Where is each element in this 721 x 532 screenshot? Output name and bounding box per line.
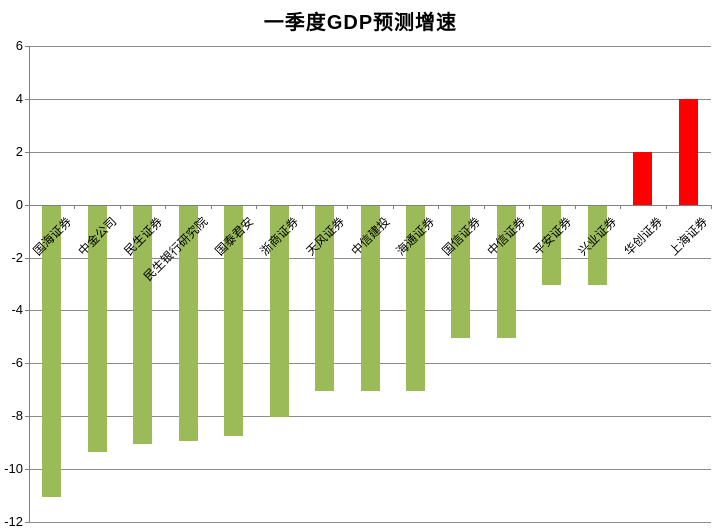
bar (497, 206, 516, 338)
y-axis-tick-label: -10 (4, 461, 23, 476)
bar (224, 206, 243, 436)
y-axis-tick-mark (25, 258, 29, 259)
y-axis-line (29, 46, 30, 522)
x-axis-tick-mark (165, 205, 166, 209)
y-axis-tick-label: -2 (11, 250, 23, 265)
y-axis-tick-mark (25, 205, 29, 206)
y-axis-tick-label: 4 (15, 91, 23, 106)
y-axis-tick-mark (25, 46, 29, 47)
category-label: 上海证券 (666, 214, 711, 259)
y-axis-tick-label: -12 (4, 514, 23, 529)
x-axis-tick-mark (74, 205, 75, 209)
y-axis-tick-mark (25, 522, 29, 523)
x-axis-tick-mark (620, 205, 621, 209)
x-axis-tick-mark (666, 205, 667, 209)
bar (679, 99, 698, 205)
category-label: 华创证券 (621, 214, 666, 259)
plot-area: 6 4 2 0 -2 -4 -6 -8 -10 -12 国海证券 中金公司 民生证券 民生银行研究院 国泰君… (4, 39, 712, 529)
chart-title: 一季度GDP预测增速 (263, 12, 458, 34)
x-axis-tick-mark (347, 205, 348, 209)
gridline (29, 46, 711, 47)
y-axis-tick-label: 2 (15, 144, 23, 159)
y-axis-tick-label: -8 (11, 408, 23, 423)
bar (406, 206, 425, 391)
bar (88, 206, 107, 452)
y-axis-tick-mark (25, 152, 29, 153)
gridline (29, 152, 711, 153)
x-axis-tick-mark (302, 205, 303, 209)
bar (542, 206, 561, 285)
x-axis-tick-mark (484, 205, 485, 209)
x-axis-tick-mark (529, 205, 530, 209)
bar (361, 206, 380, 391)
x-axis-tick-mark (393, 205, 394, 209)
bar (42, 206, 61, 497)
x-axis-tick-mark (711, 205, 712, 209)
y-axis-tick-mark (25, 99, 29, 100)
y-axis-tick-label: -4 (11, 302, 23, 317)
y-axis-tick-label: 6 (15, 38, 23, 53)
x-axis-tick-mark (256, 205, 257, 209)
bar (270, 206, 289, 417)
y-axis-tick-mark (25, 363, 29, 364)
gridline (29, 522, 711, 523)
gridline (29, 416, 711, 417)
y-axis-tick-mark (25, 416, 29, 417)
gridline (29, 469, 711, 470)
bar (588, 206, 607, 285)
x-axis-tick-mark (211, 205, 212, 209)
bar (179, 206, 198, 441)
x-axis-tick-mark (29, 205, 30, 209)
y-axis-tick-label: -6 (11, 355, 23, 370)
bar (133, 206, 152, 444)
x-axis-line (29, 205, 711, 206)
bar (633, 152, 652, 205)
y-axis-tick-label: 0 (15, 197, 23, 212)
y-axis-tick-mark (25, 310, 29, 311)
bar (315, 206, 334, 391)
x-axis-tick-mark (575, 205, 576, 209)
x-axis-tick-mark (120, 205, 121, 209)
x-axis-tick-mark (438, 205, 439, 209)
bar (451, 206, 470, 338)
gridline (29, 99, 711, 100)
y-axis-tick-mark (25, 469, 29, 470)
